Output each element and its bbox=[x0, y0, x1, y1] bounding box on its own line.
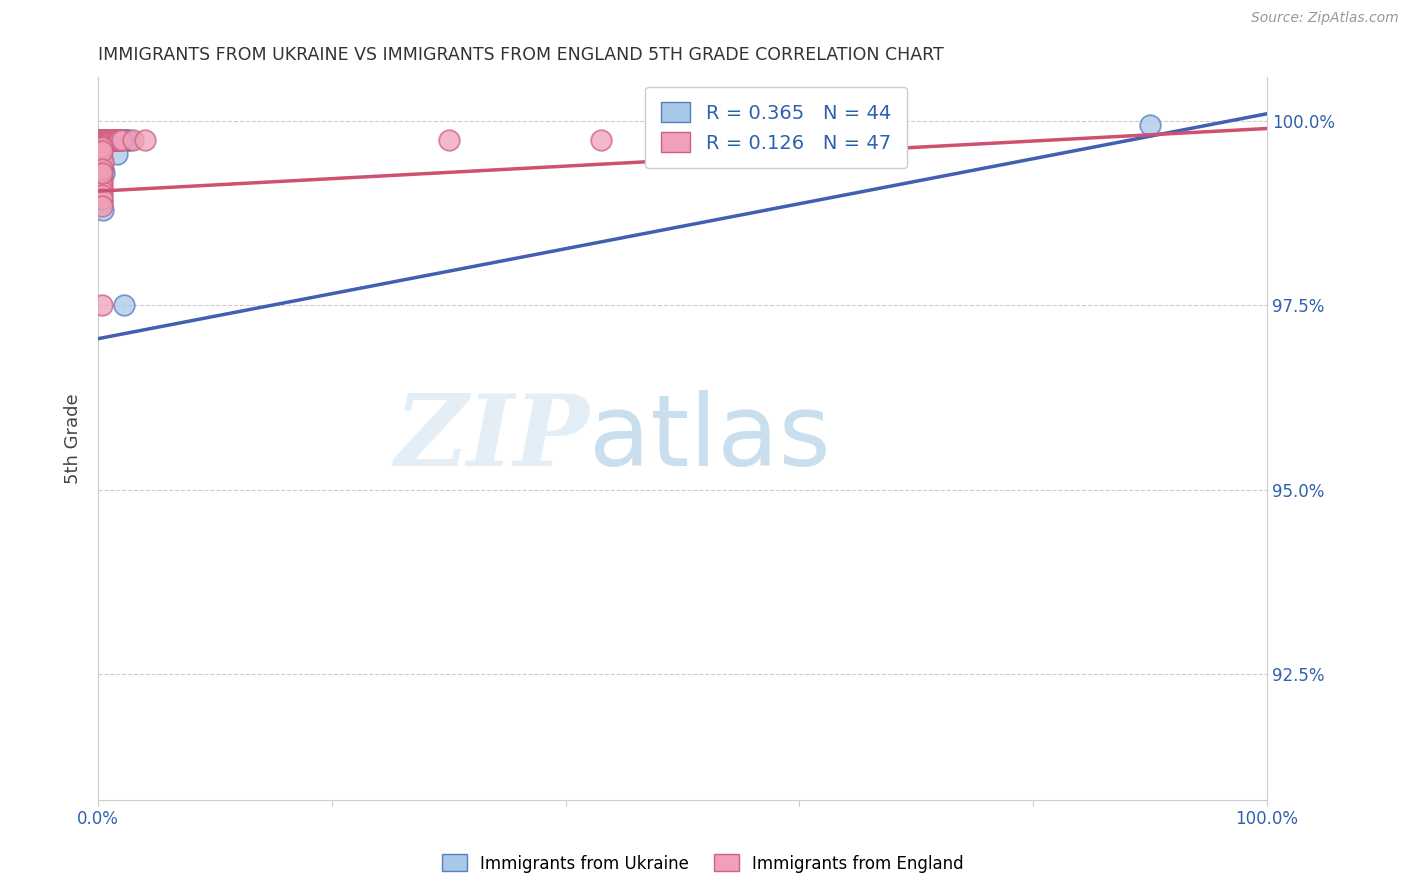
Point bbox=[90, 144, 112, 158]
Point bbox=[105, 132, 128, 146]
Point bbox=[104, 132, 127, 146]
Point bbox=[103, 132, 125, 146]
Point bbox=[110, 132, 132, 146]
Point bbox=[105, 132, 128, 146]
Point bbox=[90, 140, 112, 154]
Point bbox=[90, 187, 112, 202]
Point bbox=[90, 132, 112, 146]
Point bbox=[94, 132, 117, 146]
Point bbox=[96, 132, 118, 146]
Point bbox=[91, 132, 114, 146]
Point bbox=[90, 192, 112, 206]
Point bbox=[108, 132, 131, 146]
Point bbox=[90, 184, 112, 198]
Point bbox=[89, 187, 111, 202]
Point bbox=[98, 132, 121, 146]
Point bbox=[89, 132, 111, 146]
Point bbox=[90, 132, 112, 146]
Point bbox=[90, 132, 112, 146]
Legend: R = 0.365   N = 44, R = 0.126   N = 47: R = 0.365 N = 44, R = 0.126 N = 47 bbox=[645, 87, 907, 169]
Point bbox=[112, 298, 135, 312]
Point bbox=[108, 132, 131, 146]
Point bbox=[111, 132, 134, 146]
Point bbox=[730, 132, 752, 146]
Point bbox=[89, 147, 111, 161]
Point bbox=[110, 132, 132, 146]
Point bbox=[93, 132, 115, 146]
Point bbox=[101, 132, 124, 146]
Point bbox=[90, 180, 112, 194]
Point bbox=[101, 132, 124, 146]
Y-axis label: 5th Grade: 5th Grade bbox=[65, 392, 82, 483]
Point bbox=[90, 199, 112, 213]
Point bbox=[93, 166, 115, 180]
Point bbox=[110, 132, 132, 146]
Point bbox=[91, 132, 114, 146]
Point bbox=[103, 132, 125, 146]
Point bbox=[90, 162, 112, 177]
Point bbox=[93, 132, 115, 146]
Point bbox=[110, 132, 132, 146]
Point bbox=[93, 132, 115, 146]
Point bbox=[100, 132, 122, 146]
Point bbox=[89, 132, 111, 146]
Point bbox=[94, 132, 117, 146]
Point bbox=[90, 195, 112, 210]
Point bbox=[94, 132, 117, 146]
Point bbox=[105, 147, 128, 161]
Point bbox=[1139, 118, 1161, 132]
Point bbox=[90, 173, 112, 187]
Text: Source: ZipAtlas.com: Source: ZipAtlas.com bbox=[1251, 11, 1399, 25]
Point bbox=[90, 158, 112, 172]
Point bbox=[96, 132, 118, 146]
Point bbox=[437, 132, 460, 146]
Point bbox=[103, 132, 125, 146]
Point bbox=[115, 132, 138, 146]
Point bbox=[89, 132, 111, 146]
Point bbox=[107, 132, 129, 146]
Point bbox=[117, 132, 139, 146]
Point bbox=[91, 162, 114, 177]
Point bbox=[91, 154, 114, 169]
Point bbox=[89, 154, 111, 169]
Point bbox=[91, 202, 114, 217]
Point bbox=[93, 132, 115, 146]
Legend: Immigrants from Ukraine, Immigrants from England: Immigrants from Ukraine, Immigrants from… bbox=[436, 847, 970, 880]
Point bbox=[94, 132, 117, 146]
Point bbox=[730, 132, 752, 146]
Point bbox=[97, 132, 120, 146]
Point bbox=[89, 169, 111, 184]
Point bbox=[91, 132, 114, 146]
Point bbox=[98, 132, 121, 146]
Point bbox=[90, 298, 112, 312]
Point bbox=[122, 132, 145, 146]
Point bbox=[96, 132, 118, 146]
Point bbox=[90, 132, 112, 146]
Point bbox=[90, 177, 112, 191]
Text: ZIP: ZIP bbox=[394, 390, 589, 486]
Point bbox=[96, 132, 118, 146]
Point bbox=[104, 132, 127, 146]
Text: IMMIGRANTS FROM UKRAINE VS IMMIGRANTS FROM ENGLAND 5TH GRADE CORRELATION CHART: IMMIGRANTS FROM UKRAINE VS IMMIGRANTS FR… bbox=[98, 46, 943, 64]
Point bbox=[96, 132, 118, 146]
Point bbox=[90, 166, 112, 180]
Point bbox=[90, 151, 112, 165]
Point bbox=[96, 132, 118, 146]
Point bbox=[90, 144, 112, 158]
Point bbox=[112, 132, 135, 146]
Point bbox=[100, 132, 122, 146]
Point bbox=[97, 132, 120, 146]
Text: atlas: atlas bbox=[589, 390, 831, 487]
Point bbox=[96, 132, 118, 146]
Point bbox=[96, 132, 118, 146]
Point bbox=[91, 132, 114, 146]
Point bbox=[117, 132, 139, 146]
Point bbox=[589, 132, 612, 146]
Point bbox=[89, 132, 111, 146]
Point bbox=[114, 132, 136, 146]
Point bbox=[134, 132, 156, 146]
Point bbox=[103, 132, 125, 146]
Point bbox=[107, 132, 129, 146]
